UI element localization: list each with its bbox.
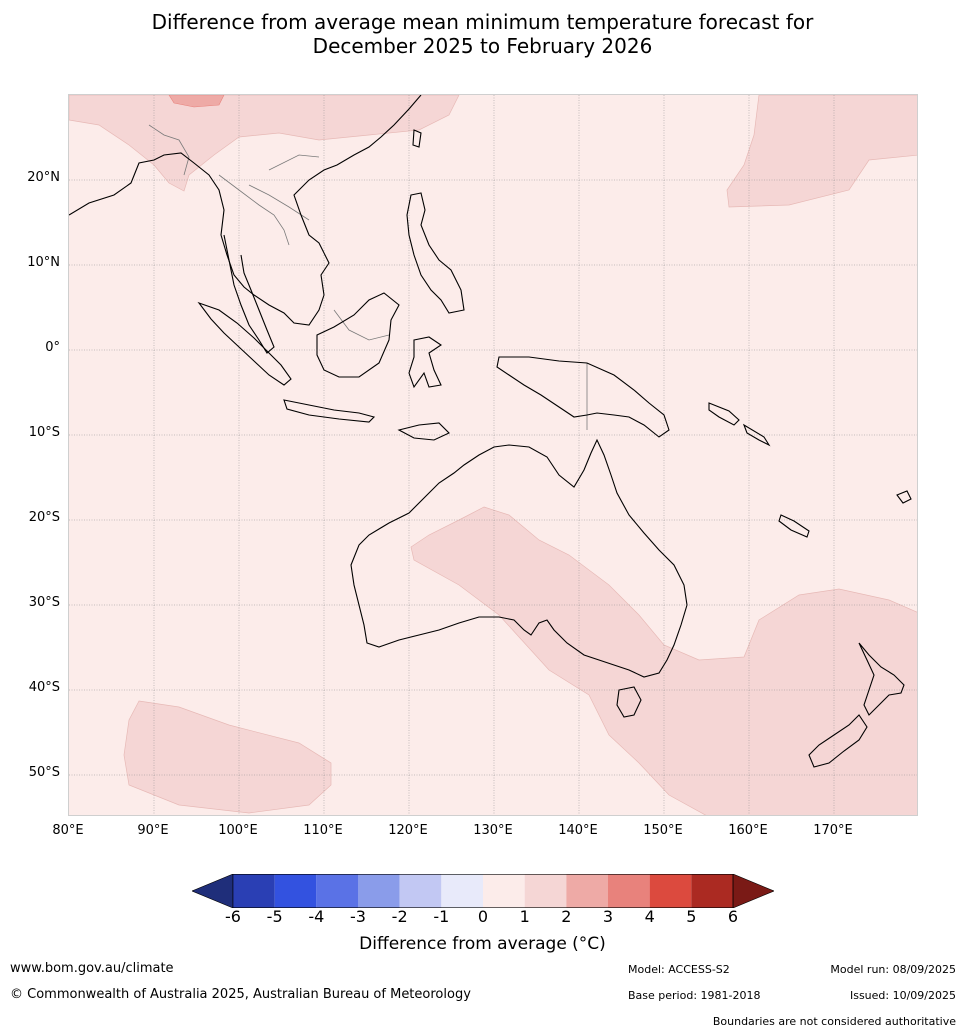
- footer-boundaries-note: Boundaries are not considered authoritat…: [712, 1015, 956, 1028]
- colorbar-bin: [524, 874, 567, 908]
- lat-tick-10s: 10°S: [28, 425, 60, 440]
- coast-asia: [69, 95, 422, 326]
- lat-tick-40s: 40°S: [28, 680, 60, 695]
- colorbar-title: Difference from average (°C): [359, 934, 606, 954]
- colorbar-bin: [691, 874, 733, 908]
- colorbar-tick-label: -5: [266, 907, 283, 926]
- lat-tick-0: 0°: [45, 340, 60, 355]
- colorbar: [191, 873, 775, 909]
- map-title: Difference from average mean minimum tem…: [0, 10, 965, 58]
- anomaly-zone-southern-ocean: [123, 700, 332, 814]
- anomaly-zone-north-pacific: [726, 95, 917, 208]
- colorbar-bin: [649, 874, 692, 908]
- colorbar-tick-label: -4: [308, 907, 325, 926]
- coastlines: [69, 95, 912, 768]
- coast-new-guinea: [496, 356, 670, 438]
- colorbar-tick-label: -6: [225, 907, 241, 926]
- coast-philippines: [406, 192, 465, 314]
- anomaly-zone-australia: [410, 506, 917, 815]
- lat-tick-20n: 20°N: [27, 170, 60, 185]
- colorbar-bin: [483, 874, 525, 908]
- colorbar-tick-label: 2: [561, 907, 572, 926]
- lon-tick-80e: 80°E: [52, 823, 84, 838]
- title-line-1: Difference from average mean minimum tem…: [151, 10, 814, 34]
- colorbar-bin: [566, 874, 608, 908]
- colorbar-tick-label: 6: [727, 907, 739, 926]
- country-boundaries: [148, 124, 588, 430]
- colorbar-extend-low: [191, 873, 234, 909]
- colorbar-tick-label: -2: [391, 907, 408, 926]
- colorbar-bin: [274, 874, 317, 908]
- lon-tick-140e: 140°E: [558, 823, 598, 838]
- footer-model-run: Model run: 08/09/2025: [830, 963, 956, 976]
- colorbar-bin: [441, 874, 483, 908]
- anomaly-hotspot: [168, 95, 225, 108]
- colorbar-bin: [316, 874, 358, 908]
- footer-issued: Issued: 10/09/2025: [849, 989, 956, 1002]
- coast-java: [283, 399, 376, 423]
- lon-tick-130e: 130°E: [473, 823, 513, 838]
- colorbar-frame: [232, 874, 734, 909]
- lat-tick-30s: 30°S: [28, 595, 60, 610]
- map-svg: [69, 95, 917, 815]
- footer-model: Model: ACCESS-S2: [628, 963, 730, 976]
- colorbar-svg: [191, 873, 775, 909]
- title-line-2: December 2025 to February 2026: [312, 34, 653, 58]
- lon-tick-120e: 120°E: [388, 823, 428, 838]
- coast-malay-peninsula: [223, 234, 275, 354]
- coast-sumatra: [197, 301, 292, 386]
- lon-tick-100e: 100°E: [218, 823, 258, 838]
- lon-tick-170e: 170°E: [813, 823, 853, 838]
- colorbar-bin: [233, 874, 275, 908]
- colorbar-tick-label: -1: [433, 907, 450, 926]
- colorbar-tick-label: 5: [686, 907, 697, 926]
- lat-tick-10n: 10°N: [27, 255, 60, 270]
- lat-tick-50s: 50°S: [28, 765, 60, 780]
- anomaly-zone-south-asia: [69, 95, 460, 192]
- coast-taiwan: [412, 129, 422, 148]
- lon-tick-90e: 90°E: [137, 823, 169, 838]
- colorbar-tick-label: 3: [602, 907, 614, 926]
- lon-tick-110e: 110°E: [303, 823, 343, 838]
- coast-new-zealand-south: [808, 714, 868, 768]
- coast-new-zealand-north: [858, 642, 905, 716]
- coast-borneo: [316, 292, 400, 378]
- colorbar-bin: [399, 874, 442, 908]
- anomaly-shading: [69, 95, 917, 815]
- colorbar-tick-label: 4: [644, 907, 655, 926]
- coast-sulawesi: [408, 336, 442, 389]
- colorbar-tick-label: -3: [350, 907, 366, 926]
- graticule: [69, 95, 917, 815]
- coast-tasmania: [616, 686, 642, 718]
- footer-base-period: Base period: 1981-2018: [628, 989, 761, 1002]
- colorbar-extend-high: [732, 873, 775, 909]
- lat-tick-20s: 20°S: [28, 510, 60, 525]
- colorbar-tick-label: 0: [477, 907, 489, 926]
- colorbar-tick-label: 1: [519, 907, 530, 926]
- footer-url[interactable]: www.bom.gov.au/climate: [10, 961, 174, 976]
- colorbar-bin: [608, 874, 650, 908]
- footer-copyright: © Commonwealth of Australia 2025, Austra…: [10, 987, 471, 1002]
- coast-australia: [350, 438, 688, 678]
- colorbar-bin: [358, 874, 400, 908]
- lon-tick-150e: 150°E: [643, 823, 683, 838]
- map-panel: [68, 94, 918, 816]
- lon-tick-160e: 160°E: [728, 823, 768, 838]
